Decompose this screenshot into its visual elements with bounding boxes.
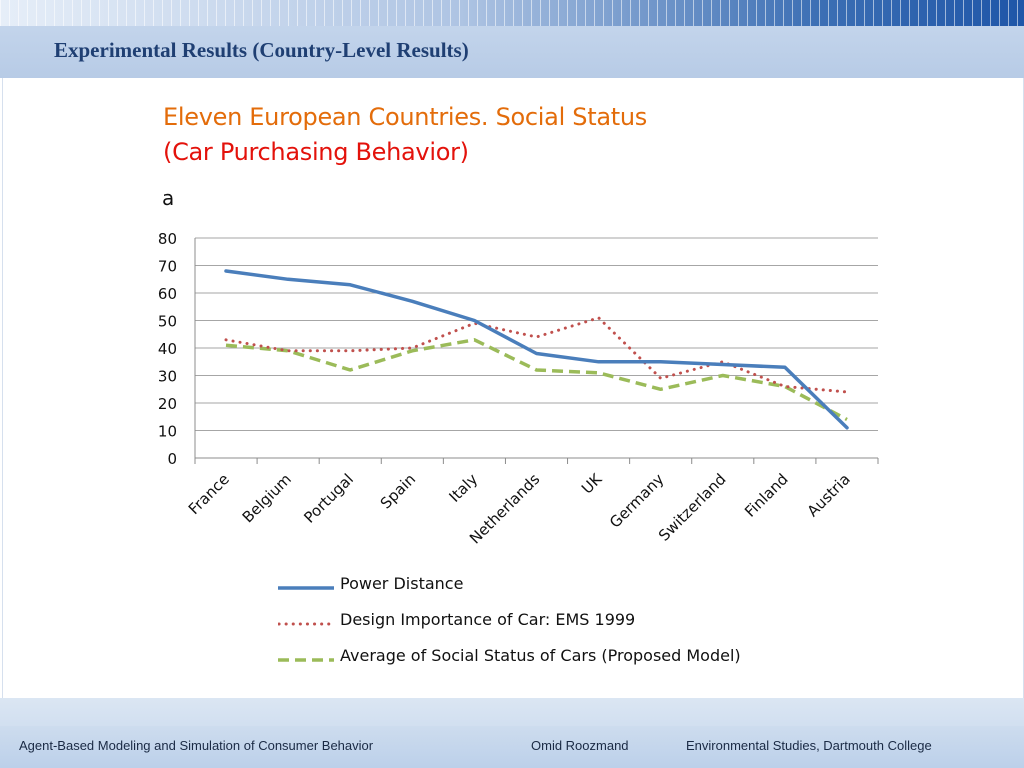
panel-label: a: [162, 186, 175, 210]
line-chart: 0 10 20 30 40 50 60 70 80 France Belgium Portugal Sp…: [158, 230, 879, 547]
slide-title: Experimental Results (Country-Level Resu…: [54, 38, 469, 62]
chart-heading-line2: (Car Purchasing Behavior): [163, 138, 469, 166]
footer-affiliation: Environmental Studies, Dartmouth College: [686, 738, 932, 753]
legend-swatch-solid: [278, 586, 334, 590]
y-tick-label: 70: [158, 258, 177, 276]
x-tick-label: France: [185, 470, 233, 518]
x-tick-label: Italy: [445, 470, 481, 506]
legend-swatch-dashed: [278, 658, 334, 662]
header-decoration: [0, 0, 1024, 26]
x-tick-label: Finland: [741, 470, 792, 521]
y-tick-label: 0: [167, 450, 177, 468]
y-tick-label: 50: [158, 313, 177, 331]
y-tick-label: 30: [158, 368, 177, 386]
y-tick-label: 80: [158, 230, 177, 248]
footer-author: Omid Roozmand: [531, 738, 629, 753]
y-tick-label: 40: [158, 340, 177, 358]
x-tick-label: Germany: [606, 470, 668, 532]
slide-footer: Agent-Based Modeling and Simulation of C…: [0, 698, 1024, 768]
slide-header: Experimental Results (Country-Level Resu…: [0, 0, 1024, 78]
x-tick-label: Portugal: [300, 470, 357, 527]
x-tick-label: Belgium: [239, 470, 295, 526]
series-line-power-distance: [224, 269, 849, 430]
legend-swatch-dotted: [278, 622, 334, 626]
legend-label: Average of Social Status of Cars (Propos…: [340, 646, 741, 665]
x-tick-label: Switzerland: [655, 470, 730, 545]
series-line-average-of-social-status-of-cars-proposed-model: [225, 338, 848, 422]
y-tick-label: 60: [158, 285, 177, 303]
y-tick-label: 10: [158, 423, 177, 441]
chart-heading-line1: Eleven European Countries. Social Status: [163, 103, 647, 131]
footer-band: [0, 726, 1024, 768]
footer-presentation-title: Agent-Based Modeling and Simulation of C…: [19, 738, 374, 753]
legend-label: Design Importance of Car: EMS 1999: [340, 610, 636, 629]
x-tick-label: Austria: [804, 470, 854, 520]
legend-label: Power Distance: [340, 574, 464, 593]
x-tick-label: Spain: [377, 470, 419, 512]
y-tick-label: 20: [158, 395, 177, 413]
x-tick-label: UK: [578, 469, 606, 497]
